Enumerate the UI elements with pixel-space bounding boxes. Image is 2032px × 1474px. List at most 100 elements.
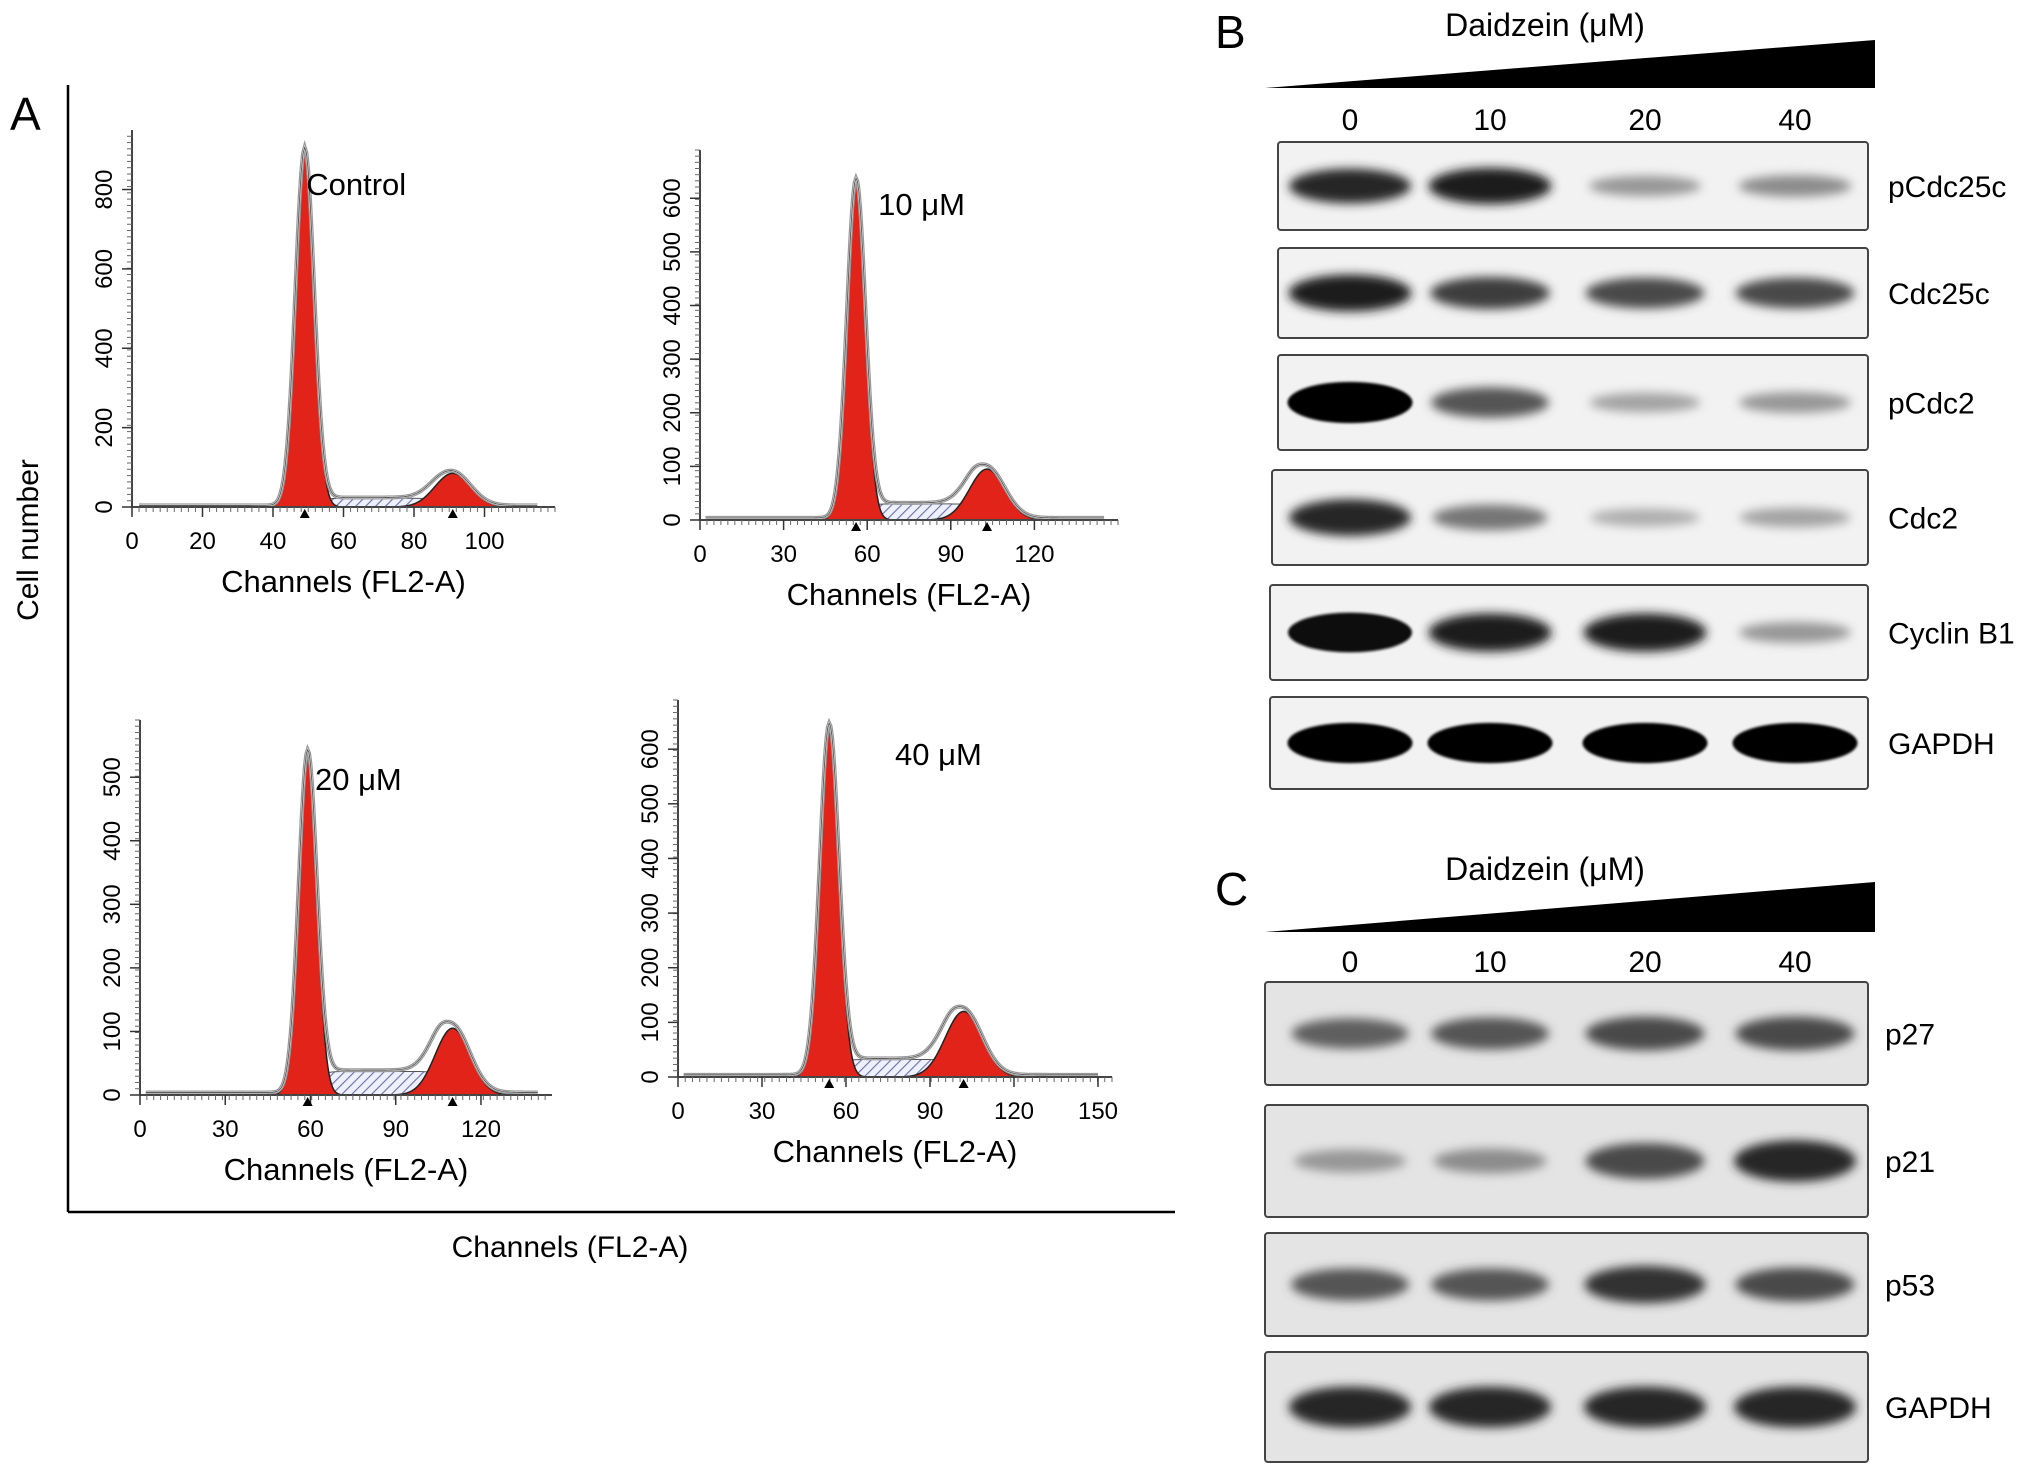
protein-label: Cdc25c [1888, 278, 1990, 311]
x-tick-label: 80 [401, 528, 428, 555]
histogram-fit-outline [705, 172, 1105, 520]
panel-b: B Daidzein (μM) 0 10 20 40 pCdc25c Cdc25c pCdc… [1215, 6, 2015, 790]
x-tick-label: 120 [1014, 541, 1054, 568]
blot-band [1735, 1016, 1855, 1051]
blot-band [1589, 392, 1701, 413]
blot-band [1585, 1143, 1705, 1179]
y-tick-label: 0 [91, 500, 118, 513]
y-tick-label: 200 [637, 948, 664, 988]
blot-band [1428, 613, 1552, 652]
histogram-g1-peak [790, 726, 869, 1078]
lane-label: 40 [1778, 104, 1811, 137]
x-tick-label: 60 [330, 528, 357, 555]
y-tick-label: 200 [99, 948, 126, 988]
peak-marker [824, 1079, 835, 1088]
blot-frame [1271, 469, 1869, 566]
histogram-x-label: Channels (FL2-A) [224, 1152, 469, 1187]
y-tick-label: 500 [637, 784, 664, 824]
peak-marker [447, 509, 458, 518]
blot-band [1289, 168, 1411, 204]
blot-band [1734, 1386, 1856, 1428]
blot-band [1431, 1017, 1549, 1050]
histogram-title: 40 μM [895, 737, 982, 772]
blot-row-cdc25c: Cdc25c [1277, 247, 1990, 339]
y-tick-label: 400 [637, 838, 664, 878]
y-tick-label: 600 [637, 729, 664, 769]
x-tick-label: 100 [464, 528, 504, 555]
lane-label: 10 [1473, 104, 1506, 137]
x-tick-label: 90 [917, 1098, 944, 1125]
histogram-x-label: Channels (FL2-A) [773, 1134, 1018, 1169]
histogram-g2-peak [916, 468, 1058, 521]
y-tick-label: 300 [659, 339, 686, 379]
lane-label: 40 [1778, 946, 1811, 979]
peak-marker [299, 509, 310, 518]
panel-a: A Cell number Channels (FL2-A) 0 20 40 60 80… [10, 85, 1175, 1264]
peak-marker [302, 1097, 313, 1106]
histogram-0: 0 20 40 60 80 100 0 200 400 600 800 Control Channels… [91, 130, 556, 599]
blot-row-pcdc2: pCdc2 [1277, 354, 1975, 451]
histogram-title: 20 μM [315, 762, 402, 797]
panel-c-title: Daidzein (μM) [1445, 851, 1645, 887]
panel-b-dose-wedge [1265, 40, 1875, 88]
x-tick-label: 30 [749, 1098, 776, 1125]
blot-band [1431, 1268, 1549, 1301]
x-tick-label: 90 [382, 1116, 409, 1143]
histogram-g1-peak [266, 148, 343, 508]
blot-band [1289, 1386, 1411, 1428]
blot-band [1585, 277, 1705, 309]
y-tick-label: 200 [659, 393, 686, 433]
histogram-title: 10 μM [878, 187, 965, 222]
x-tick-label: 0 [133, 1116, 146, 1143]
y-tick-label: 600 [659, 178, 686, 218]
blot-frame [1264, 1232, 1869, 1337]
y-tick-label: 200 [91, 408, 118, 448]
blot-band [1431, 387, 1549, 418]
blot-row-p27: p27 [1264, 981, 1935, 1086]
blot-band [1432, 504, 1548, 531]
x-tick-label: 60 [297, 1116, 324, 1143]
panel-b-title: Daidzein (μM) [1445, 7, 1645, 43]
blot-band [1583, 613, 1707, 652]
blot-band [1430, 276, 1550, 310]
blot-band [1584, 1386, 1706, 1428]
lane-label: 0 [1342, 946, 1359, 979]
protein-label: GAPDH [1888, 728, 1995, 761]
blot-frame [1277, 141, 1869, 231]
blot-frame [1264, 981, 1869, 1086]
blot-band [1585, 1016, 1705, 1051]
blot-band [1739, 507, 1851, 528]
y-tick-label: 400 [91, 328, 118, 368]
y-tick-label: 0 [659, 513, 686, 526]
blot-band [1294, 1149, 1406, 1173]
panel-c: C Daidzein (μM) 0 10 20 40 p27 p21 p53 GAPDH [1215, 851, 1992, 1463]
blot-row-pcdc25c: pCdc25c [1277, 141, 2006, 231]
x-tick-label: 120 [994, 1098, 1034, 1125]
blot-band [1732, 722, 1858, 764]
x-tick-label: 0 [693, 541, 706, 568]
blot-frame [1277, 247, 1869, 339]
histogram-fit-outline [145, 743, 538, 1095]
x-tick-label: 30 [770, 541, 797, 568]
panel-c-blots: 0 10 20 40 p27 p21 p53 GAPDH [1264, 946, 1992, 1463]
blot-band [1429, 1386, 1551, 1428]
protein-label: pCdc2 [1888, 388, 1975, 421]
blot-band [1738, 175, 1852, 197]
x-tick-label: 0 [671, 1098, 684, 1125]
blot-band [1735, 277, 1855, 309]
lane-label: 20 [1628, 946, 1661, 979]
histogram-g2-peak [382, 1027, 522, 1096]
blot-band [1590, 508, 1700, 527]
blot-band [1428, 167, 1552, 205]
panel-label-c: C [1215, 863, 1248, 915]
blot-band [1427, 722, 1553, 764]
histogram-x-label: Channels (FL2-A) [221, 564, 466, 599]
blot-frame [1264, 1351, 1869, 1463]
blot-band [1584, 1265, 1706, 1304]
histogram-x-label: Channels (FL2-A) [787, 577, 1032, 612]
blot-band [1734, 1140, 1856, 1182]
histogram-1: 0 30 60 90 120 0 100 200 300 400 500 600 10 μM Channe… [659, 149, 1119, 612]
blot-band [1287, 381, 1413, 424]
x-tick-label: 20 [189, 528, 216, 555]
